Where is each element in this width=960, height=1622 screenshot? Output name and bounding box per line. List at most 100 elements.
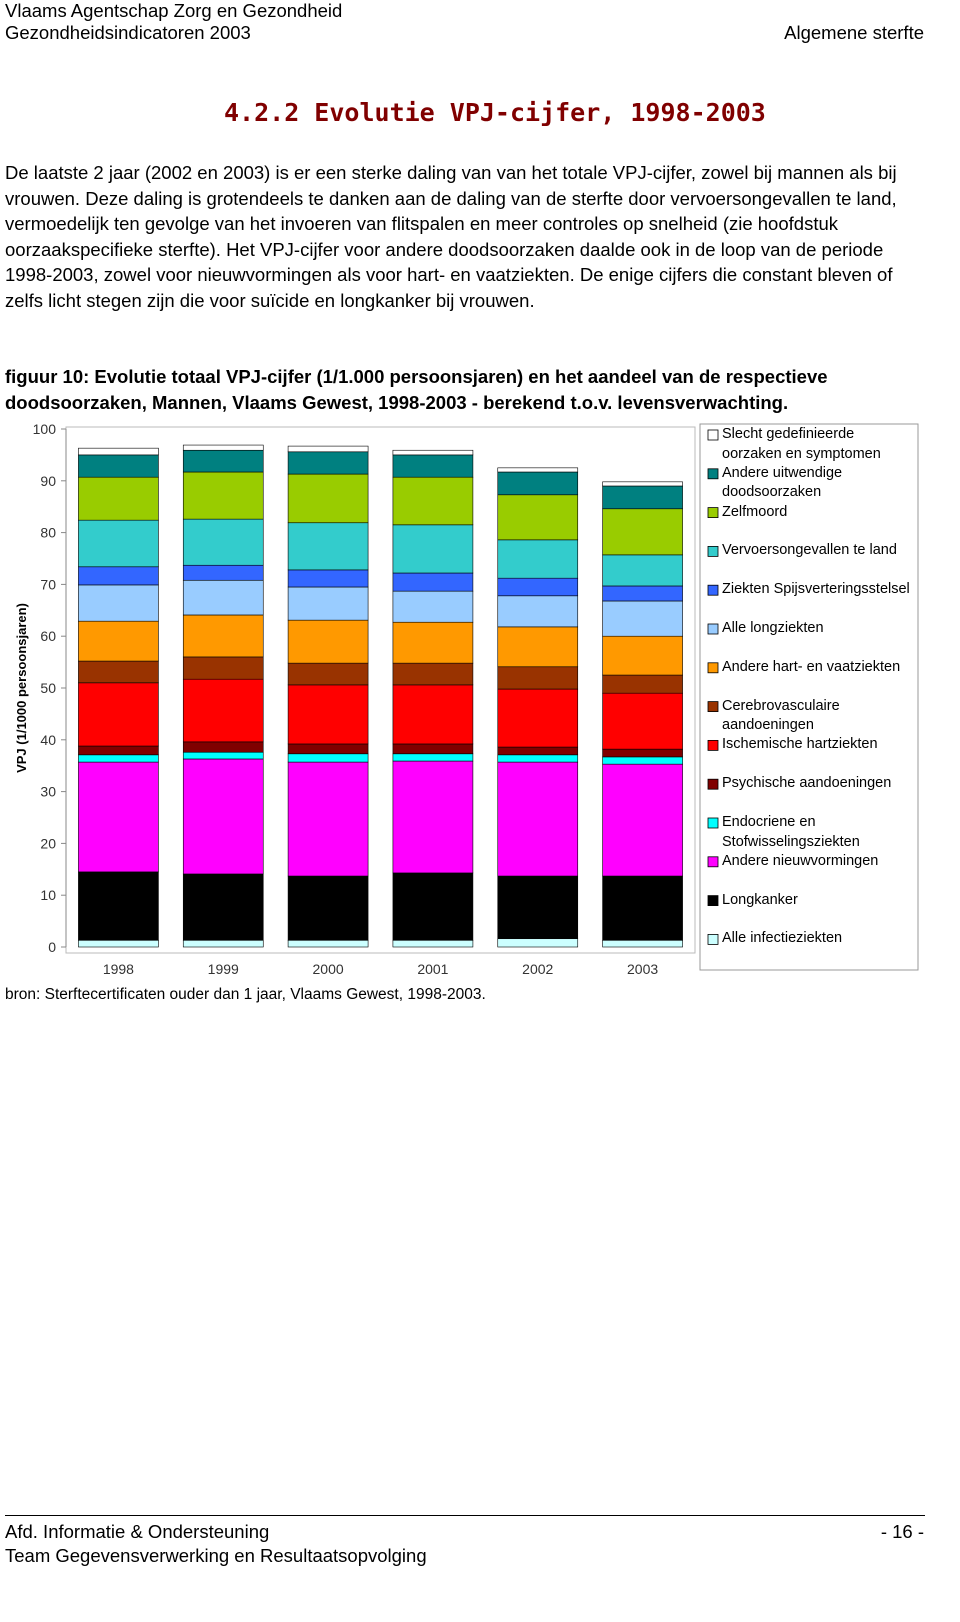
bar-segment: [497, 595, 579, 628]
bar-segment: [182, 471, 264, 520]
bar-segment: [497, 938, 579, 948]
legend-swatch: [707, 623, 719, 635]
legend-label: Vervoersongevallen te land: [722, 542, 897, 559]
bar-segment: [287, 619, 369, 664]
bar-segment: [182, 939, 264, 948]
legend-label: Longkanker: [722, 891, 798, 908]
bar-segment: [392, 449, 474, 456]
legend-swatch: [707, 739, 719, 751]
legend-swatch: [707, 701, 719, 713]
footer-team: Team Gegevensverwerking en Resultaatsopv…: [5, 1545, 427, 1566]
legend-label: Andere hart- en vaatziekten: [722, 658, 901, 675]
bar-segment: [392, 454, 474, 478]
bar-segment: [182, 579, 264, 616]
chart: VPJ (1/1000 persoonsjaren) 0 10 20 30 40 50 60…: [14, 421, 919, 977]
bar-segment: [392, 572, 474, 592]
bar-segment: [602, 692, 683, 750]
header-org: Vlaams Agentschap Zorg en Gezondheid: [5, 0, 343, 21]
x-tick-label: 2000: [313, 961, 344, 977]
bar-segment: [182, 678, 264, 743]
bar-segment: [497, 539, 579, 579]
legend-label: Andere uitwendige doodsoorzaken: [722, 464, 843, 501]
bar-segment: [602, 481, 683, 487]
legend-label: Endocriene en Stofwisselingsziekten: [722, 814, 860, 850]
bar-segment: [497, 626, 579, 668]
bar-segment: [392, 684, 474, 745]
bar-segment: [182, 656, 264, 680]
x-tick-label: 1999: [208, 961, 239, 977]
y-tick-label: 70: [40, 576, 56, 592]
legend-label: Cerebrovasculaire aandoeningen: [722, 697, 840, 734]
bar-segment: [78, 939, 159, 948]
legend-swatch: [707, 468, 719, 480]
bar-segment: [602, 748, 683, 758]
legend-swatch: [707, 895, 719, 907]
bar-segment: [287, 473, 369, 524]
bar-segment: [182, 614, 264, 658]
x-tick-label: 2001: [417, 961, 448, 977]
x-tick-label: 2003: [627, 961, 658, 977]
body-text: De laatste 2 jaar (2002 en 2003) is er e…: [5, 162, 897, 311]
bar-segment: [182, 518, 264, 566]
legend-label: Ziekten Spijsverteringsstelsel: [722, 581, 910, 598]
bar-segment: [602, 585, 683, 602]
legend-swatch: [707, 778, 719, 790]
source-note: bron: Sterftecertificaten ouder dan 1 ja…: [5, 986, 486, 1003]
bar-segment: [78, 566, 159, 586]
bar-segment: [392, 939, 474, 948]
bar-segment: [497, 754, 579, 763]
bar-segment: [392, 476, 474, 526]
bar-segment: [78, 584, 159, 622]
legend-swatch: [707, 817, 719, 829]
bar-segment: [287, 586, 369, 621]
y-tick-label: 10: [40, 887, 56, 903]
y-tick-label: 0: [48, 939, 56, 955]
bar-segment: [392, 662, 474, 686]
y-tick-label: 100: [33, 421, 57, 437]
bar-segment: [497, 746, 579, 756]
footer-rule: [5, 1515, 925, 1516]
bar-segment: [392, 590, 474, 623]
plot-area: [65, 426, 696, 954]
bar-segment: [287, 451, 369, 475]
bar-segment: [287, 753, 369, 763]
header-report: Gezondheidsindicatoren 2003: [5, 22, 251, 43]
legend-swatch: [707, 545, 719, 557]
bar-segment: [78, 660, 159, 684]
bar-segment: [392, 621, 474, 664]
bar-segment: [497, 577, 579, 597]
chart-container: VPJ (1/1000 persoonsjaren) 0 10 20 30 40 50 60…: [0, 415, 930, 980]
figure-caption: figuur 10: Evolutie totaal VPJ-cijfer (1…: [5, 366, 828, 413]
bar-segment: [497, 666, 579, 690]
page-number: - 16 -: [880, 1521, 924, 1542]
legend-swatch: [707, 934, 719, 945]
bar-segment: [287, 761, 369, 877]
bar-segment: [182, 873, 264, 941]
bar-segment: [287, 939, 369, 948]
x-tick-label: 1998: [103, 961, 134, 977]
bar-segment: [182, 449, 264, 473]
bar-segment: [602, 756, 683, 765]
bar-segment: [392, 753, 474, 762]
legend-swatch: [707, 662, 719, 674]
legend-swatch: [707, 507, 719, 518]
bar-segment: [287, 875, 369, 941]
bar-segment: [78, 620, 159, 662]
bar-segment: [287, 743, 369, 755]
section-title: 4.2.2 Evolutie VPJ-cijfer, 1998-2003: [224, 98, 766, 127]
bar-segment: [287, 445, 369, 453]
bar-segment: [497, 471, 579, 496]
y-tick-label: 30: [40, 784, 56, 800]
legend-label: Alle infectieziekten: [722, 930, 843, 947]
legend-label: Andere nieuwvormingen: [722, 852, 879, 869]
bar-segment: [287, 569, 369, 588]
x-tick-label: 2002: [522, 961, 553, 977]
bar-segment: [182, 758, 264, 875]
y-tick-label: 20: [40, 835, 56, 851]
legend-label: Psychische aandoeningen: [722, 775, 892, 792]
bar-segment: [287, 684, 369, 745]
header-section: Algemene sterfte: [784, 22, 924, 43]
bar-segment: [182, 751, 264, 760]
